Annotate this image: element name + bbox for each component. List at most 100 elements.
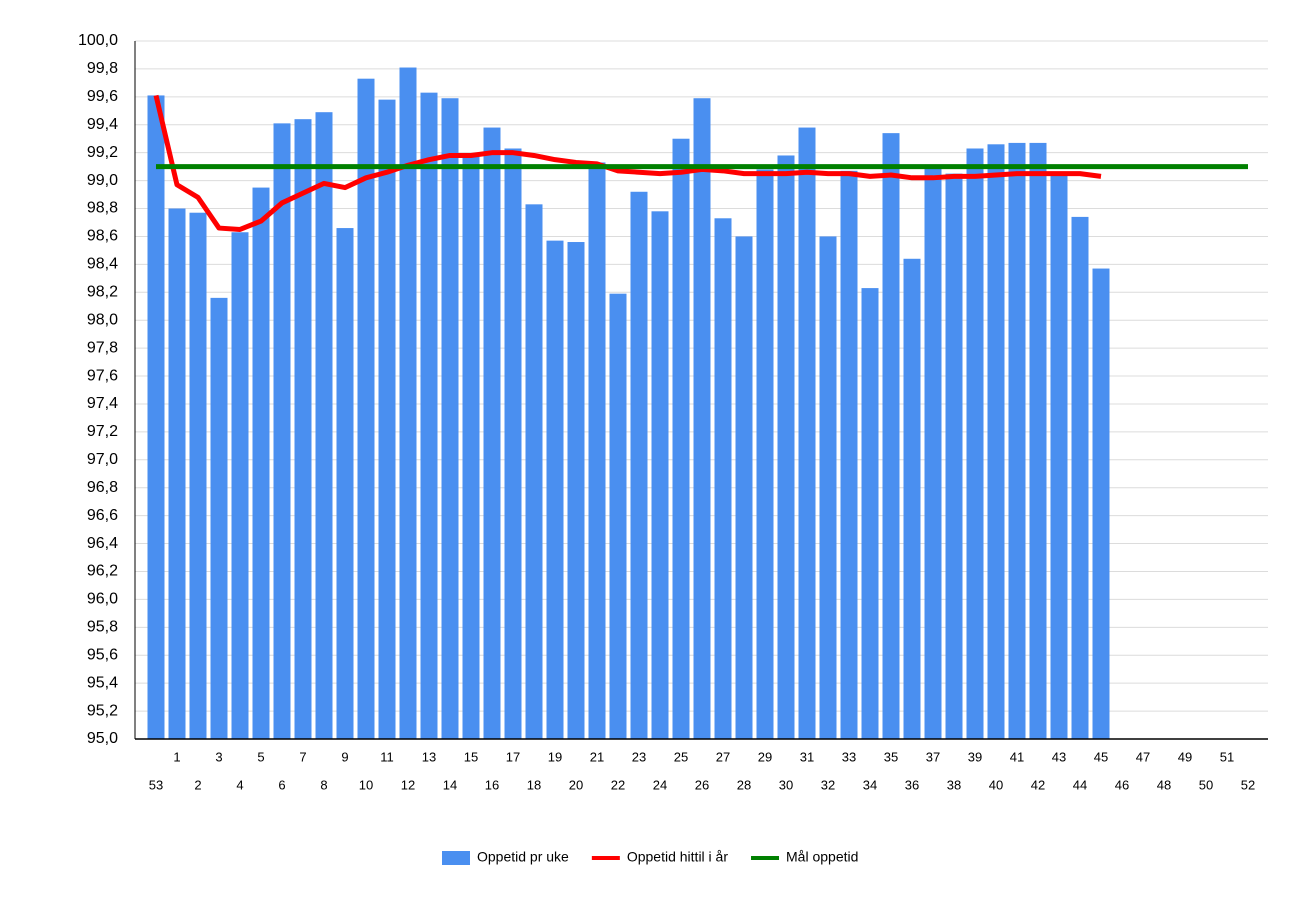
bar (819, 236, 837, 739)
x-tick-label: 4 (236, 777, 243, 792)
bar (630, 191, 648, 739)
bar (1050, 173, 1068, 739)
x-tick-label: 27 (716, 749, 730, 764)
x-tick-label: 48 (1157, 777, 1171, 792)
bar (777, 155, 795, 740)
bar (693, 98, 711, 739)
x-tick-label: 45 (1094, 749, 1108, 764)
x-tick-label: 2 (194, 777, 201, 792)
line (153, 94, 1102, 232)
bar (189, 212, 207, 739)
y-tick-label: 96,8 (87, 479, 118, 496)
bar (147, 95, 165, 740)
bar (651, 211, 669, 739)
x-tick-label: 34 (863, 777, 877, 792)
x-tick-label: 18 (527, 777, 541, 792)
legend-label: Mål oppetid (786, 849, 858, 865)
x-tick-label: 29 (758, 749, 772, 764)
bar (441, 98, 459, 739)
y-tick-label: 95,6 (87, 646, 118, 663)
bar (882, 133, 900, 740)
x-tick-label: 41 (1010, 749, 1024, 764)
bar (336, 228, 354, 739)
x-tick-label: 39 (968, 749, 982, 764)
bar (399, 67, 417, 740)
y-tick-label: 96,2 (87, 563, 118, 580)
bar (945, 173, 963, 739)
y-tick-label: 96,4 (87, 535, 118, 552)
legend-label: Oppetid pr uke (477, 849, 569, 865)
x-tick-label: 31 (800, 749, 814, 764)
y-tick-label: 99,2 (87, 144, 118, 161)
x-tick-label: 10 (359, 777, 373, 792)
x-tick-label: 52 (1241, 777, 1255, 792)
x-tick-label: 21 (590, 749, 604, 764)
x-tick-label: 53 (149, 777, 163, 792)
x-tick-label: 14 (443, 777, 457, 792)
bar (840, 170, 858, 739)
bar (483, 127, 501, 739)
bar (525, 204, 543, 739)
x-tick-label: 28 (737, 777, 751, 792)
x-tick-label: 33 (842, 749, 856, 764)
x-tick-label: 16 (485, 777, 499, 792)
bar (357, 78, 375, 739)
bar (1071, 216, 1089, 739)
bar (378, 99, 396, 739)
y-tick-label: 99,8 (87, 60, 118, 77)
bar (168, 208, 186, 739)
y-tick-label: 97,8 (87, 339, 118, 356)
y-tick-label: 95,0 (87, 730, 118, 747)
x-tick-label: 24 (653, 777, 667, 792)
bar (567, 242, 585, 740)
bar (1092, 268, 1110, 739)
y-tick-label: 98,4 (87, 256, 118, 273)
y-tick-label: 98,8 (87, 200, 118, 217)
x-tick-label: 1 (173, 749, 180, 764)
y-tick-label: 97,2 (87, 423, 118, 440)
x-tick-label: 44 (1073, 777, 1087, 792)
bar (903, 258, 921, 739)
bar (756, 169, 774, 739)
x-tick-label: 7 (299, 749, 306, 764)
x-tick-label: 13 (422, 749, 436, 764)
y-tick-label: 99,0 (87, 172, 118, 189)
legend-swatch (442, 851, 470, 865)
bar (609, 293, 627, 739)
y-tick-label: 97,4 (87, 395, 118, 412)
bar (231, 232, 249, 739)
bar (252, 187, 270, 739)
bar (861, 288, 879, 739)
x-tick-label: 46 (1115, 777, 1129, 792)
x-tick-label: 17 (506, 749, 520, 764)
y-tick-label: 98,6 (87, 228, 118, 245)
y-tick-label: 99,6 (87, 88, 118, 105)
x-tick-label: 43 (1052, 749, 1066, 764)
x-tick-label: 42 (1031, 777, 1045, 792)
y-tick-label: 97,6 (87, 367, 118, 384)
x-tick-label: 12 (401, 777, 415, 792)
x-tick-label: 30 (779, 777, 793, 792)
y-tick-label: 95,2 (87, 702, 118, 719)
bar (1008, 142, 1026, 739)
x-tick-label: 47 (1136, 749, 1150, 764)
legend-label: Oppetid hittil i år (627, 849, 728, 865)
y-tick-label: 100,0 (78, 32, 118, 49)
y-tick-label: 95,4 (87, 674, 118, 691)
bar (546, 240, 564, 740)
x-tick-label: 26 (695, 777, 709, 792)
x-tick-label: 51 (1220, 749, 1234, 764)
bar (1029, 142, 1047, 739)
x-tick-label: 6 (278, 777, 285, 792)
y-tick-label: 96,0 (87, 591, 118, 608)
y-tick-label: 96,6 (87, 507, 118, 524)
y-tick-label: 98,2 (87, 283, 118, 300)
y-tick-label: 98,0 (87, 311, 118, 328)
bar (294, 119, 312, 739)
bar (672, 138, 690, 740)
x-tick-label: 9 (341, 749, 348, 764)
bar (987, 144, 1005, 739)
x-tick-label: 32 (821, 777, 835, 792)
